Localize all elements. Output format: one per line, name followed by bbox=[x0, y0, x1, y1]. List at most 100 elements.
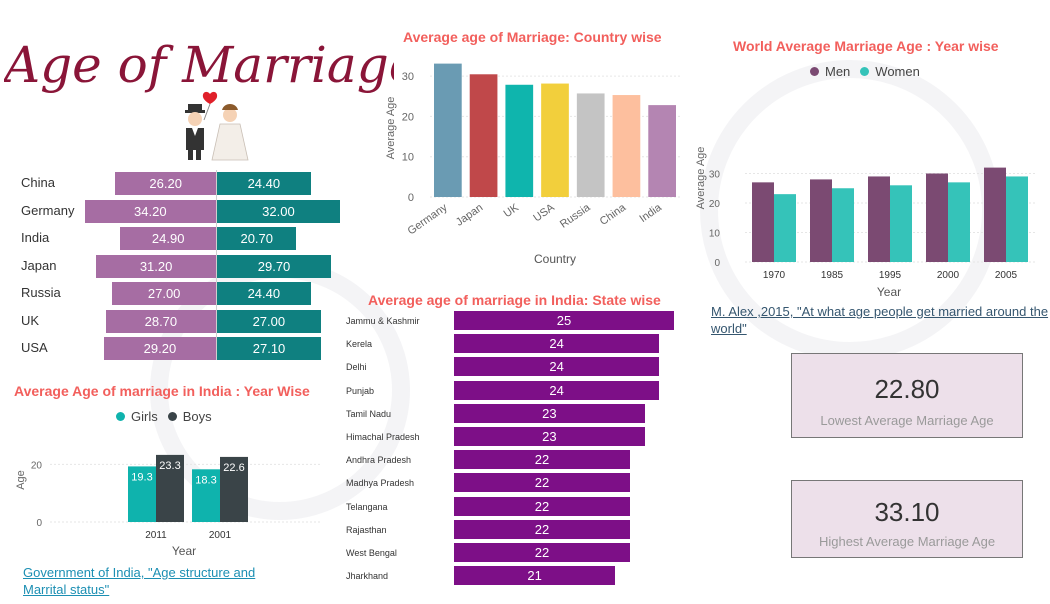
india-bar-boys bbox=[156, 454, 184, 522]
state-label: West Bengal bbox=[346, 548, 397, 558]
state-bar: 22 bbox=[454, 473, 630, 493]
pyramid-women-bar: 24.90 bbox=[120, 227, 216, 250]
state-bar: 22 bbox=[454, 496, 630, 516]
state-bar: 24 bbox=[454, 357, 660, 377]
state-label: Himachal Pradesh bbox=[346, 432, 420, 442]
boys-legend-dot bbox=[167, 412, 177, 421]
state-bar: 24 bbox=[454, 334, 660, 354]
country-x-tick: UK bbox=[502, 201, 522, 220]
state-label: Jammu & Kashmir bbox=[346, 316, 420, 326]
pyramid-country-label: USA bbox=[21, 340, 48, 355]
country-y-tick: 0 bbox=[408, 192, 414, 204]
world-bar-women bbox=[1006, 176, 1028, 262]
world-x-tick: 2005 bbox=[995, 270, 1018, 281]
pyramid-country-label: India bbox=[21, 230, 50, 245]
india-y-tick: 20 bbox=[31, 460, 43, 471]
world-bar-men bbox=[868, 176, 890, 262]
world-y-tick: 30 bbox=[709, 170, 721, 181]
pyramid-women-bar: 29.20 bbox=[103, 337, 216, 360]
state-label: Kerela bbox=[346, 339, 373, 350]
country-x-axis-label: Country bbox=[534, 252, 576, 266]
country-x-tick: China bbox=[598, 201, 629, 228]
pyramid-country-label: Japan bbox=[21, 257, 57, 273]
india-source-link[interactable]: Government of India, "Age structure and … bbox=[23, 565, 256, 597]
pyramid-divider bbox=[216, 170, 217, 360]
country-x-tick: USA bbox=[531, 201, 557, 224]
state-label: Andhra Pradesh bbox=[346, 455, 412, 466]
country-bar-chart: 0 10 20 30 Average Age Germany Japan UK USA Russi… bbox=[385, 63, 680, 266]
country-x-tick: Germany bbox=[406, 201, 450, 237]
highest-age-value: 33.10 bbox=[874, 497, 940, 527]
pyramid-women-bar: 27.00 bbox=[112, 282, 216, 305]
india-data-label: 23.3 bbox=[159, 460, 180, 472]
country-bar bbox=[648, 105, 676, 197]
state-label: Telangana bbox=[346, 501, 388, 512]
india-bar-boys bbox=[220, 456, 248, 522]
country-bar bbox=[469, 74, 498, 197]
highest-age-label: Highest Average Marriage Age bbox=[818, 534, 996, 549]
state-label: Jharkhand bbox=[346, 571, 389, 582]
state-bar: 22 bbox=[454, 450, 630, 470]
world-x-tick: 1995 bbox=[879, 270, 902, 281]
pyramid-country-label: Russia bbox=[21, 285, 61, 300]
state-bar: 22 bbox=[454, 519, 630, 539]
pyramid-country-label: Germany bbox=[21, 202, 75, 218]
state-label: Tamil Nadu bbox=[346, 408, 392, 419]
wedding-couple-icon bbox=[185, 91, 249, 161]
world-source-link[interactable]: M. Alex ,2015, "At what age people get m… bbox=[711, 304, 1049, 336]
india-bar-chart: 0 20 Age 19.3 23.3 2011 18.3 22.6 2001 Year bbox=[15, 454, 320, 558]
world-x-tick: 1970 bbox=[763, 270, 786, 281]
pyramid-women-bar: 26.20 bbox=[115, 172, 216, 195]
country-bar bbox=[541, 83, 569, 197]
highest-age-card: 33.10 Highest Average Marriage Age bbox=[791, 480, 1023, 558]
world-bar-women bbox=[948, 182, 970, 262]
country-bar bbox=[612, 95, 641, 197]
world-y-tick: 0 bbox=[714, 258, 720, 269]
world-bar-women bbox=[774, 194, 796, 262]
dashboard-title: Age of Marriage bbox=[4, 36, 394, 94]
pyramid-women-bar: 31.20 bbox=[96, 254, 216, 278]
country-x-tick: India bbox=[637, 201, 664, 225]
world-bar-women bbox=[832, 188, 854, 262]
world-bar-men bbox=[926, 173, 948, 262]
state-label: Madhya Pradesh bbox=[346, 478, 415, 489]
india-bar-girls bbox=[128, 466, 156, 522]
india-data-label: 18.3 bbox=[195, 474, 216, 486]
india-x-axis-label: Year bbox=[172, 544, 196, 558]
world-bar-women bbox=[890, 185, 912, 262]
india-y-axis-label: Age bbox=[15, 470, 27, 490]
pyramid-men-bar: 29.70 bbox=[217, 254, 332, 278]
world-bar-men bbox=[752, 182, 774, 262]
world-chart-legend: Men Women bbox=[810, 64, 920, 79]
world-x-axis-label: Year bbox=[877, 285, 901, 299]
india-chart-legend: Girls Boys bbox=[116, 409, 212, 424]
country-y-axis-label: Average Age bbox=[385, 97, 397, 160]
world-bar-men bbox=[810, 179, 832, 262]
pyramid-women-bar: 28.70 bbox=[105, 309, 216, 333]
world-y-tick: 20 bbox=[709, 199, 721, 210]
men-legend-dot bbox=[810, 67, 819, 76]
world-bar-men bbox=[984, 167, 1006, 262]
india-x-tick: 2001 bbox=[209, 530, 232, 541]
state-label: Punjab bbox=[346, 385, 375, 396]
india-y-tick: 0 bbox=[36, 518, 42, 529]
svg-text:Age of Marriage: Age of Marriage bbox=[4, 36, 394, 94]
country-x-tick: Russia bbox=[558, 201, 593, 231]
state-bar: 21 bbox=[454, 566, 616, 586]
pyramid-men-bar: 27.00 bbox=[217, 309, 321, 333]
women-legend-label: Women bbox=[875, 64, 920, 79]
india-x-tick: 2011 bbox=[145, 530, 167, 541]
pyramid-men-bar: 32.00 bbox=[217, 199, 340, 223]
country-bar bbox=[505, 84, 534, 197]
india-chart-title: Average Age of marriage in India : Year … bbox=[14, 383, 310, 399]
lowest-age-value: 22.80 bbox=[874, 374, 940, 404]
girls-legend-dot bbox=[116, 412, 125, 421]
world-x-tick: 1985 bbox=[821, 270, 844, 281]
state-label: Rajasthan bbox=[346, 524, 387, 535]
pyramid-country-label: China bbox=[21, 175, 55, 190]
world-x-tick: 2000 bbox=[937, 270, 960, 281]
state-bar: 22 bbox=[454, 543, 630, 562]
men-legend-label: Men bbox=[825, 64, 851, 79]
pyramid-men-bar: 20.70 bbox=[217, 227, 297, 250]
